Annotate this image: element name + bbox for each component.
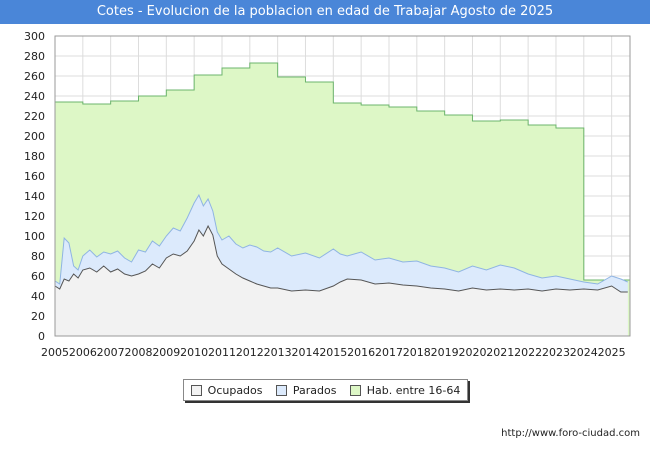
legend-swatch-parados bbox=[275, 384, 287, 396]
legend-swatch-ocupados bbox=[190, 384, 202, 396]
legend-label-hab: Hab. entre 16-64 bbox=[366, 383, 461, 397]
y-tick-label: 160 bbox=[24, 170, 45, 183]
x-tick-label: 2021 bbox=[486, 346, 514, 359]
y-tick-label: 40 bbox=[31, 290, 45, 303]
y-tick-label: 260 bbox=[24, 70, 45, 83]
y-tick-label: 0 bbox=[38, 330, 45, 343]
y-tick-label: 100 bbox=[24, 230, 45, 243]
population-chart: FORO-CIUDAD.COM0204060801001201401601802… bbox=[24, 30, 631, 359]
x-tick-label: 2023 bbox=[542, 346, 570, 359]
x-tick-label: 2024 bbox=[570, 346, 598, 359]
x-tick-label: 2006 bbox=[69, 346, 97, 359]
line-ocupados bbox=[54, 224, 628, 293]
y-tick-label: 300 bbox=[24, 30, 45, 43]
legend-swatch-hab bbox=[349, 384, 361, 396]
x-tick-label: 2020 bbox=[458, 346, 486, 359]
x-tick-label: 2018 bbox=[403, 346, 431, 359]
line-hab bbox=[55, 62, 630, 281]
line-parados bbox=[54, 193, 628, 285]
x-tick-label: 2007 bbox=[97, 346, 125, 359]
x-tick-label: 2022 bbox=[514, 346, 542, 359]
source-url[interactable]: http://www.foro-ciudad.com bbox=[501, 428, 640, 439]
y-tick-label: 280 bbox=[24, 50, 45, 63]
x-tick-label: 2009 bbox=[152, 346, 180, 359]
y-tick-label: 20 bbox=[31, 310, 45, 323]
x-tick-label: 2016 bbox=[347, 346, 375, 359]
y-tick-label: 140 bbox=[24, 190, 45, 203]
plot-border bbox=[54, 35, 631, 337]
x-tick-label: 2017 bbox=[375, 346, 403, 359]
legend-label-ocupados: Ocupados bbox=[207, 383, 263, 397]
y-tick-label: 120 bbox=[24, 210, 45, 223]
x-tick-label: 2013 bbox=[264, 346, 292, 359]
x-tick-label: 2025 bbox=[598, 346, 626, 359]
x-tick-label: 2008 bbox=[124, 346, 152, 359]
y-tick-label: 200 bbox=[24, 130, 45, 143]
chart-legend: Ocupados Parados Hab. entre 16-64 bbox=[183, 379, 468, 401]
legend-item-hab: Hab. entre 16-64 bbox=[349, 383, 461, 397]
legend-label-parados: Parados bbox=[292, 383, 337, 397]
y-tick-label: 60 bbox=[31, 270, 45, 283]
x-tick-label: 2019 bbox=[431, 346, 459, 359]
y-tick-label: 180 bbox=[24, 150, 45, 163]
x-tick-label: 2005 bbox=[41, 346, 69, 359]
x-tick-label: 2011 bbox=[208, 346, 236, 359]
x-tick-label: 2015 bbox=[319, 346, 347, 359]
chart-title: Cotes - Evolucion de la poblacion en eda… bbox=[0, 0, 650, 24]
area-ocupados bbox=[55, 226, 628, 336]
y-tick-label: 80 bbox=[31, 250, 45, 263]
legend-item-parados: Parados bbox=[275, 383, 337, 397]
x-tick-label: 2014 bbox=[291, 346, 319, 359]
x-tick-label: 2012 bbox=[236, 346, 264, 359]
legend-item-ocupados: Ocupados bbox=[190, 383, 263, 397]
x-tick-label: 2010 bbox=[180, 346, 208, 359]
y-tick-label: 240 bbox=[24, 90, 45, 103]
y-tick-label: 220 bbox=[24, 110, 45, 123]
